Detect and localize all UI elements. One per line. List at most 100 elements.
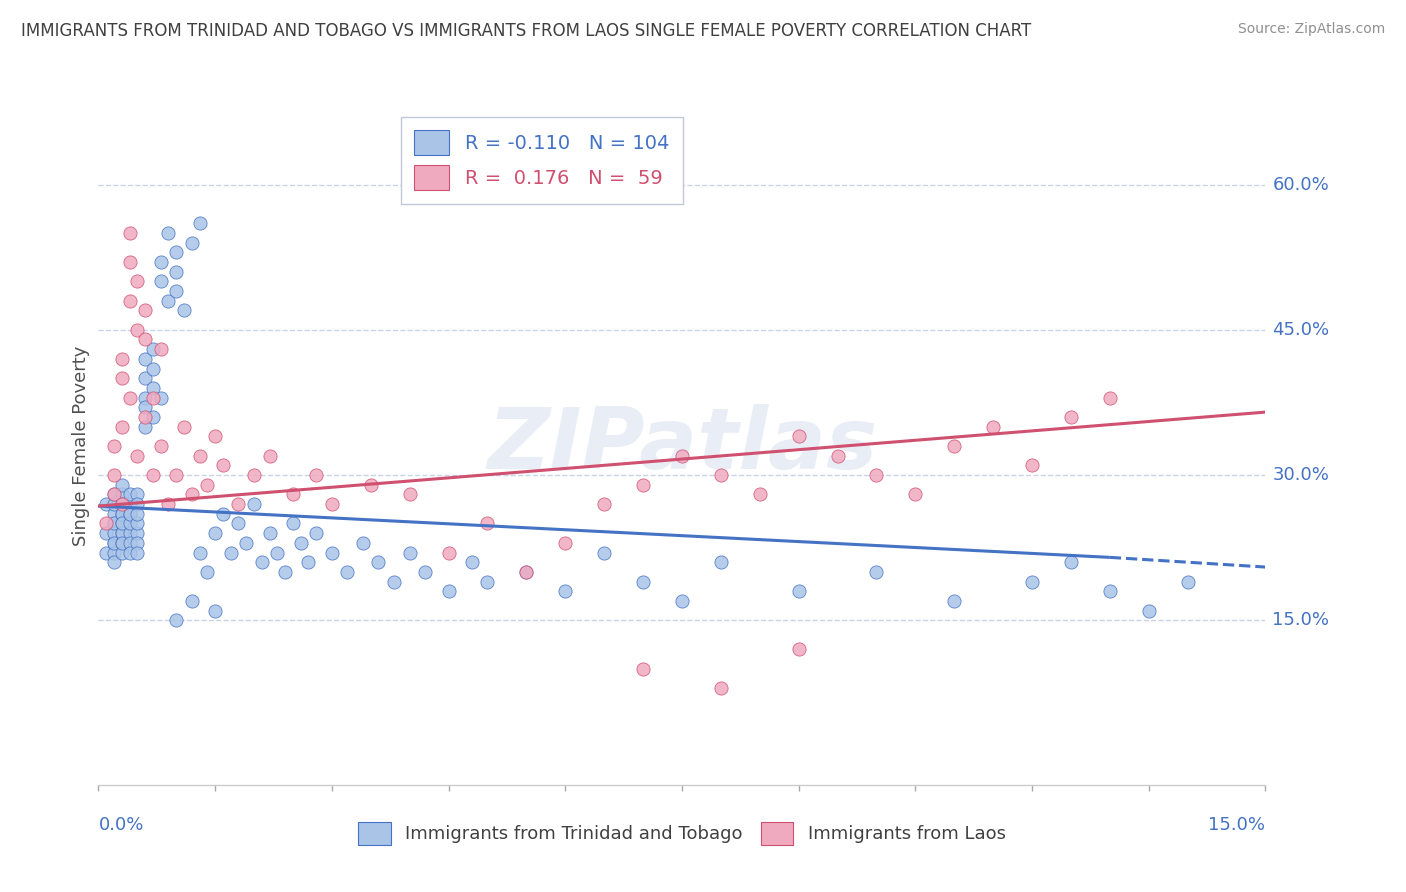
Point bbox=[118, 516, 141, 531]
Point bbox=[352, 536, 374, 550]
Point bbox=[515, 565, 537, 579]
Point bbox=[165, 245, 187, 260]
Point bbox=[103, 526, 125, 541]
Point bbox=[149, 439, 172, 453]
Point bbox=[413, 565, 436, 579]
Point bbox=[103, 507, 125, 521]
Point bbox=[157, 226, 180, 240]
Point bbox=[157, 497, 180, 511]
Point bbox=[142, 468, 165, 483]
Point bbox=[96, 516, 118, 531]
Point bbox=[127, 274, 149, 288]
Point bbox=[631, 477, 654, 491]
Point bbox=[111, 536, 134, 550]
Point bbox=[943, 594, 966, 608]
Point bbox=[111, 516, 134, 531]
Point bbox=[266, 545, 288, 559]
Point bbox=[142, 361, 165, 376]
Point bbox=[103, 497, 125, 511]
Point bbox=[305, 468, 328, 483]
Point bbox=[165, 613, 187, 627]
Text: 15.0%: 15.0% bbox=[1272, 611, 1330, 630]
Point bbox=[398, 545, 420, 559]
Point bbox=[1137, 604, 1160, 618]
Point bbox=[1098, 391, 1121, 405]
Point bbox=[250, 555, 273, 569]
Point bbox=[96, 497, 118, 511]
Point bbox=[477, 574, 499, 589]
Point bbox=[165, 265, 187, 279]
Point bbox=[149, 274, 172, 288]
Point bbox=[127, 516, 149, 531]
Point bbox=[142, 381, 165, 395]
Text: 15.0%: 15.0% bbox=[1208, 816, 1265, 834]
Point bbox=[297, 555, 319, 569]
Point bbox=[554, 584, 576, 599]
Point bbox=[118, 391, 141, 405]
Point bbox=[142, 409, 165, 424]
Point bbox=[382, 574, 405, 589]
Point bbox=[118, 497, 141, 511]
Point bbox=[118, 507, 141, 521]
Point bbox=[118, 536, 141, 550]
Point bbox=[243, 497, 266, 511]
Point bbox=[188, 449, 211, 463]
Point bbox=[671, 594, 693, 608]
Point bbox=[180, 235, 202, 250]
Point bbox=[631, 662, 654, 676]
Point bbox=[321, 497, 343, 511]
Point bbox=[1021, 458, 1043, 473]
Point bbox=[142, 391, 165, 405]
Point bbox=[631, 574, 654, 589]
Point bbox=[827, 449, 849, 463]
Point bbox=[787, 429, 810, 443]
Point bbox=[111, 545, 134, 559]
Point bbox=[134, 351, 156, 366]
Point bbox=[305, 526, 328, 541]
Point bbox=[710, 468, 733, 483]
Point bbox=[134, 303, 156, 318]
Point bbox=[111, 516, 134, 531]
Point bbox=[593, 497, 616, 511]
Point bbox=[554, 536, 576, 550]
Point bbox=[134, 371, 156, 385]
Point bbox=[188, 216, 211, 230]
Point bbox=[593, 545, 616, 559]
Point bbox=[1098, 584, 1121, 599]
Point bbox=[103, 439, 125, 453]
Legend: Immigrants from Trinidad and Tobago, Immigrants from Laos: Immigrants from Trinidad and Tobago, Imm… bbox=[349, 813, 1015, 854]
Point bbox=[204, 604, 226, 618]
Point bbox=[290, 536, 312, 550]
Y-axis label: Single Female Poverty: Single Female Poverty bbox=[72, 346, 90, 546]
Point bbox=[118, 226, 141, 240]
Text: 45.0%: 45.0% bbox=[1272, 321, 1330, 339]
Point bbox=[398, 487, 420, 501]
Point bbox=[111, 371, 134, 385]
Point bbox=[212, 458, 235, 473]
Point bbox=[111, 477, 134, 491]
Point bbox=[943, 439, 966, 453]
Text: Source: ZipAtlas.com: Source: ZipAtlas.com bbox=[1237, 22, 1385, 37]
Point bbox=[748, 487, 770, 501]
Point bbox=[259, 449, 281, 463]
Point bbox=[118, 487, 141, 501]
Point bbox=[157, 293, 180, 308]
Point bbox=[111, 497, 134, 511]
Point bbox=[149, 255, 172, 269]
Point bbox=[204, 429, 226, 443]
Point bbox=[103, 536, 125, 550]
Point bbox=[710, 681, 733, 695]
Point bbox=[111, 419, 134, 434]
Point bbox=[118, 526, 141, 541]
Point bbox=[127, 323, 149, 337]
Point bbox=[477, 516, 499, 531]
Text: ZIPatlas: ZIPatlas bbox=[486, 404, 877, 488]
Point bbox=[195, 565, 218, 579]
Point bbox=[1060, 409, 1083, 424]
Point bbox=[212, 507, 235, 521]
Point bbox=[1021, 574, 1043, 589]
Point bbox=[127, 536, 149, 550]
Point bbox=[865, 565, 887, 579]
Point bbox=[134, 409, 156, 424]
Text: 0.0%: 0.0% bbox=[98, 816, 143, 834]
